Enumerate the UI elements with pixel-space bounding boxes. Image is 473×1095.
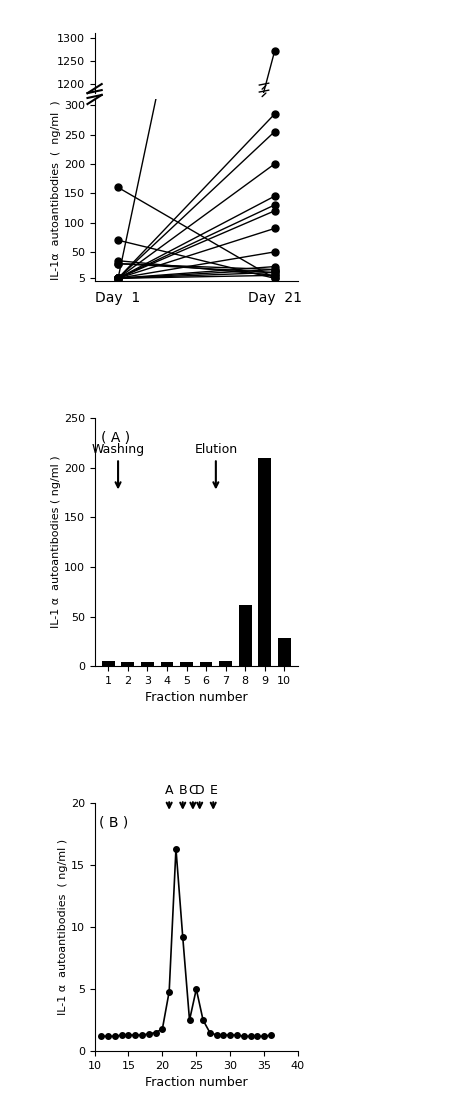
Text: A: A: [165, 784, 174, 808]
Text: D: D: [195, 784, 204, 808]
Bar: [239, 604, 252, 666]
Bar: [102, 661, 114, 666]
Bar: [258, 458, 271, 666]
Text: Washing: Washing: [91, 442, 145, 487]
Bar: [122, 662, 134, 666]
Bar: [219, 661, 232, 666]
Bar: [278, 638, 290, 666]
X-axis label: Fraction number: Fraction number: [145, 1076, 247, 1090]
Text: B: B: [178, 784, 187, 808]
X-axis label: Fraction number: Fraction number: [145, 691, 247, 704]
Bar: [200, 662, 212, 666]
Text: C: C: [189, 784, 197, 808]
Bar: [161, 662, 173, 666]
Bar: [141, 662, 154, 666]
Text: E: E: [210, 784, 217, 808]
Text: ( B ): ( B ): [99, 816, 128, 829]
Bar: [180, 662, 193, 666]
Y-axis label: IL-1 α  autoantibodies ( ng/ml ): IL-1 α autoantibodies ( ng/ml ): [51, 456, 61, 629]
Y-axis label: IL-1α  autoantibodies  (  ng/ml  ): IL-1α autoantibodies ( ng/ml ): [51, 101, 61, 280]
Text: Elution: Elution: [194, 442, 237, 487]
Text: ( A ): ( A ): [101, 430, 130, 445]
Y-axis label: IL-1 α  autoantibodies  ( ng/ml ): IL-1 α autoantibodies ( ng/ml ): [58, 839, 68, 1015]
